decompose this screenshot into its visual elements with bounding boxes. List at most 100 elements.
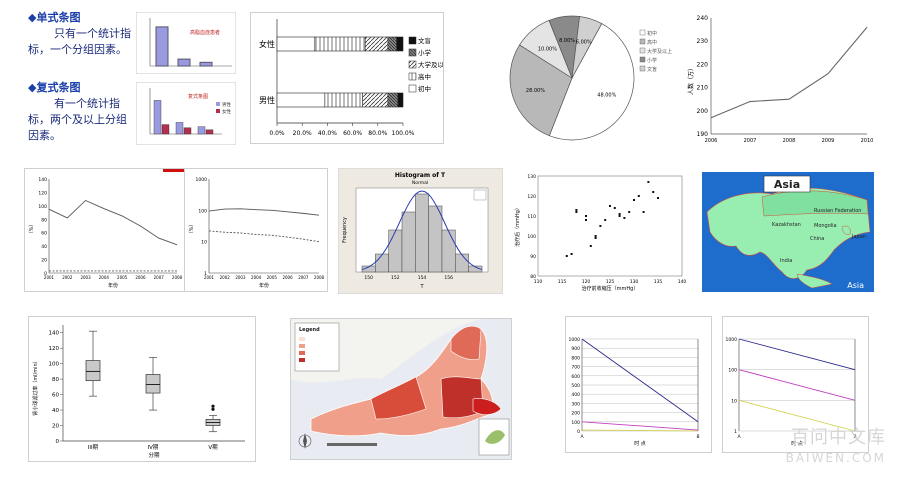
x-tick-label: 2006 <box>705 138 718 144</box>
scatter-point <box>594 237 597 239</box>
pie-chart: 48.00% 28.00% 10.00%8.00% 6.00% 初中高中大学及以上小学文… <box>500 10 675 142</box>
y-axis-label: 人数（万） <box>687 65 695 95</box>
x-axis-label: 年份 <box>259 282 269 289</box>
x-tick-label: 0.0% <box>269 130 285 137</box>
x-tick-label: 140 <box>678 279 687 285</box>
legend-swatch <box>639 47 646 54</box>
x-axis-label: 时 点 <box>791 440 803 447</box>
x-tick-label: IV期 <box>148 444 159 451</box>
x-tick-label: 2007 <box>154 275 165 280</box>
histogram-bar <box>468 265 483 273</box>
legend-swatch <box>408 48 417 57</box>
x-tick-label: 152 <box>391 275 400 281</box>
y-tick-label: 600 <box>571 374 580 380</box>
scatter-chart: 110 115 120 125 130 135 1408090100110120130治疗前… <box>512 168 690 294</box>
plot-frame <box>537 175 683 277</box>
histogram-bar <box>388 229 403 273</box>
inset-land <box>485 430 505 444</box>
y-tick-label: 10 <box>201 240 207 246</box>
scatter-point <box>585 219 587 221</box>
scatter-point <box>652 191 655 193</box>
population-line-chart: 190 200 210 220 230 240 2006 2007 2008 2009 2010 人数… <box>685 10 877 145</box>
x-tick-label: 2001 <box>44 275 55 280</box>
scatter-point <box>575 209 578 211</box>
series-line <box>738 369 856 401</box>
y-tick-label: 40 <box>41 244 47 250</box>
accent-strip <box>163 169 185 172</box>
scatter-point <box>575 211 578 213</box>
histogram-bar <box>441 229 456 273</box>
y-tick-label: 140 <box>38 177 47 183</box>
slice-label: 6.00% <box>576 39 592 45</box>
histogram-bar <box>375 253 389 273</box>
y-tick-label: 230 <box>697 38 709 45</box>
series-line <box>208 230 320 243</box>
bar-annotation: 高脂血症患者 <box>190 29 220 36</box>
y-tick-label: 500 <box>571 383 580 389</box>
y-tick-label: 110 <box>527 214 536 220</box>
bar <box>161 124 170 135</box>
scatter-point <box>628 211 631 213</box>
y-tick-label: 10 <box>731 398 737 404</box>
y-tick-label: 0 <box>577 429 580 435</box>
y-tick-label: 130 <box>527 174 536 180</box>
histogram-bar <box>428 205 443 273</box>
x-tick-label: 2007 <box>744 138 757 144</box>
x-tick-label: 2008 <box>172 275 183 280</box>
x-axis-label: 分期 <box>148 451 160 459</box>
y-tick-label: 700 <box>571 365 580 371</box>
bar-segment <box>324 92 363 108</box>
compound-bar-text-2: 标，两个及以上分组 <box>28 113 127 126</box>
x-tick-label: B <box>696 434 699 440</box>
simple-bar-text-2: 标，一个分组因素。 <box>28 43 127 56</box>
y-tick-label: 0 <box>44 271 47 277</box>
x-tick-label: 2002 <box>62 275 73 280</box>
x-tick-label: 154 <box>418 275 427 281</box>
x-axis-label: T <box>419 284 424 290</box>
histogram-bar <box>415 193 429 273</box>
y-tick-label: 1 <box>734 429 737 435</box>
histogram-bar <box>401 211 416 273</box>
series-line <box>581 338 699 423</box>
simple-bar-heading: ◆单式条图 <box>28 11 81 24</box>
y-tick-label: 190 <box>697 131 709 138</box>
y-tick-label: 100 <box>49 362 60 368</box>
x-axis-label: 年份 <box>108 282 118 289</box>
y-tick-label: 210 <box>697 85 709 92</box>
slice-label: 28.00% <box>526 88 545 94</box>
map-label-russia: Russian Federation <box>814 208 861 214</box>
normal-curve <box>361 190 483 271</box>
series-line <box>738 399 856 432</box>
bar-segment <box>314 36 366 52</box>
asia-map: Asia Russian Federation China India Kaza… <box>702 172 874 292</box>
x-tick-label: 2001 <box>204 275 215 280</box>
map-label-china: China <box>810 236 824 242</box>
category-label: 男性 <box>259 95 275 105</box>
x-tick-label: 2002 <box>220 275 231 280</box>
map-title: Asia <box>774 178 800 191</box>
x-tick-label: 2007 <box>298 275 309 280</box>
chart-subtitle: Normal <box>412 180 428 186</box>
x-axis-label: 时 点 <box>634 440 646 447</box>
scatter-point <box>657 197 659 199</box>
x-tick-label: 130 <box>630 279 639 285</box>
asia-map-caption: Asia <box>847 281 864 290</box>
x-tick-label: A <box>580 434 584 440</box>
scale-bar <box>327 443 377 446</box>
legend-swatch-3 <box>299 351 305 355</box>
chart-title: Histogram of T <box>395 172 446 179</box>
bar <box>175 122 184 135</box>
y-tick-label: 120 <box>38 190 47 196</box>
y-axis-label: （%） <box>189 222 195 237</box>
legend-swatch <box>408 84 417 93</box>
x-tick-label: 2004 <box>99 275 110 280</box>
scatter-point <box>642 211 645 213</box>
x-tick-label: 125 <box>606 279 615 285</box>
pie-slice <box>548 23 635 141</box>
y-tick-label: 120 <box>49 346 60 352</box>
bar <box>183 127 192 135</box>
box <box>145 374 161 394</box>
pie-slice <box>571 16 603 79</box>
